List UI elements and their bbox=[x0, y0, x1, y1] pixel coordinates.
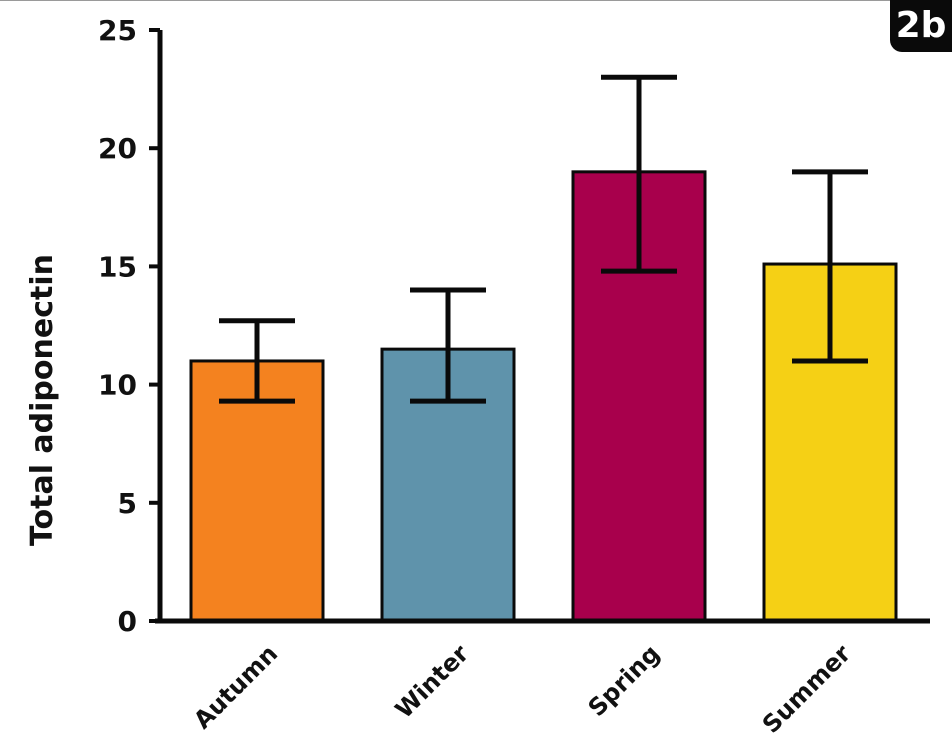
y-tick-label-10: 10 bbox=[98, 369, 137, 402]
x-tick-label-summer: Summer bbox=[757, 639, 856, 738]
y-axis-label: Total adiponectin bbox=[25, 254, 60, 546]
x-tick-label-spring: Spring bbox=[583, 639, 666, 722]
x-tick-label-winter: Winter bbox=[390, 639, 475, 724]
y-tick-label-5: 5 bbox=[118, 487, 137, 520]
y-tick-label-15: 15 bbox=[98, 250, 137, 283]
x-tick-label-autumn: Autumn bbox=[188, 639, 283, 734]
panel-label-badge bbox=[890, 0, 952, 52]
top-border-line bbox=[0, 0, 890, 1]
y-tick-label-20: 20 bbox=[98, 132, 137, 165]
error-bars-layer bbox=[219, 74, 868, 404]
y-tick-label-25: 25 bbox=[98, 14, 137, 47]
y-tick-label-0: 0 bbox=[118, 605, 137, 638]
panel-label: 2b bbox=[895, 5, 947, 46]
bars-layer bbox=[189, 170, 898, 623]
